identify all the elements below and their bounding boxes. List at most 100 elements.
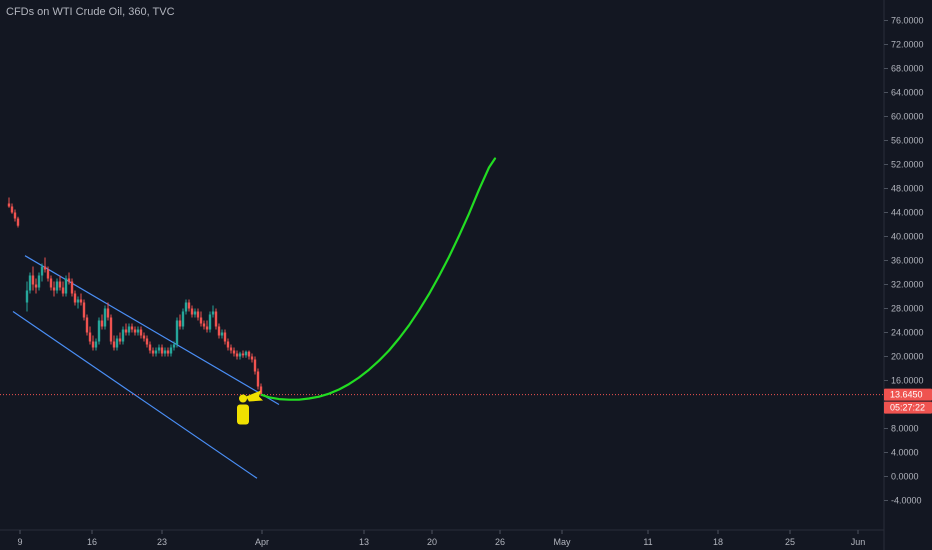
candle-body xyxy=(103,308,107,327)
candle-body xyxy=(187,302,191,309)
candle-body xyxy=(253,359,257,372)
y-tick-label: 8.0000 xyxy=(891,424,919,434)
candle-body xyxy=(181,311,185,327)
x-tick-label: 9 xyxy=(17,537,22,547)
y-tick-label: 44.0000 xyxy=(891,208,924,218)
last-price-text: 13.6450 xyxy=(890,390,923,400)
candle-body xyxy=(115,338,119,348)
last-price-badge xyxy=(884,388,932,401)
x-axis[interactable]: 9 16 23 Apr 13 20 26 May 11 18 25 Jun xyxy=(0,529,884,547)
candle-body xyxy=(106,308,110,318)
candle-body xyxy=(124,329,128,333)
candle-body xyxy=(235,353,239,357)
x-tick-label: 16 xyxy=(87,537,97,547)
candle-body xyxy=(220,332,224,336)
candle-body xyxy=(142,335,146,339)
candle-body xyxy=(145,338,149,345)
candle-body xyxy=(226,341,230,348)
candle-body xyxy=(250,356,254,360)
x-tick-label: 18 xyxy=(713,537,723,547)
candle-body xyxy=(76,299,80,303)
candle-body xyxy=(178,320,182,327)
candle-body xyxy=(160,347,164,354)
candle-body xyxy=(112,341,116,348)
candle-body xyxy=(169,347,173,354)
candle-body xyxy=(175,320,179,345)
y-tick-label: 64.0000 xyxy=(891,88,924,98)
candle-body xyxy=(28,275,32,291)
x-tick-label: 26 xyxy=(495,537,505,547)
candle-body xyxy=(10,206,14,213)
candle-body xyxy=(52,287,56,291)
candle-body xyxy=(232,350,236,354)
y-tick-label: -4.0000 xyxy=(891,496,922,506)
candle-body xyxy=(211,311,215,315)
candle-body xyxy=(199,317,203,324)
candle-body xyxy=(241,353,245,356)
candle-body xyxy=(136,329,140,333)
marker-layer xyxy=(237,390,263,425)
candle-layer xyxy=(7,197,263,397)
x-tick-label: 13 xyxy=(359,537,369,547)
y-tick-label: 68.0000 xyxy=(891,64,924,74)
candle-body xyxy=(244,351,248,356)
candle-body xyxy=(214,311,218,327)
marker-figure-icon xyxy=(237,390,263,425)
x-tick-label: 25 xyxy=(785,537,795,547)
candle-body xyxy=(139,329,143,336)
y-tick-label: 48.0000 xyxy=(891,184,924,194)
candle-body xyxy=(58,281,62,288)
candle-body xyxy=(127,326,131,333)
countdown-badge xyxy=(884,401,932,414)
y-tick-label: 24.0000 xyxy=(891,328,924,338)
y-tick-label: 76.0000 xyxy=(891,16,924,26)
candle-body xyxy=(184,302,188,312)
candle-body xyxy=(259,386,263,395)
candle-body xyxy=(55,281,59,291)
y-tick-label: 20.0000 xyxy=(891,352,924,362)
candle-body xyxy=(229,347,233,351)
candle-body xyxy=(166,350,170,354)
candle-body xyxy=(100,320,104,327)
candle-body xyxy=(202,323,206,327)
countdown-text: 05:27:22 xyxy=(890,403,925,413)
candle-body xyxy=(196,311,200,318)
candle-body xyxy=(193,311,197,315)
price-badges: 13.6450 05:27:22 xyxy=(884,388,932,414)
candle-body xyxy=(133,329,137,333)
candle-body xyxy=(217,326,221,336)
x-tick-label: 20 xyxy=(427,537,437,547)
candle-body xyxy=(88,332,92,342)
candle-body xyxy=(46,269,50,279)
candle-body xyxy=(79,299,83,303)
projection-layer xyxy=(260,157,497,401)
candle-body xyxy=(43,266,47,270)
candle-body xyxy=(154,350,158,354)
y-tick-label: 28.0000 xyxy=(891,304,924,314)
marker-arrow xyxy=(246,390,263,402)
y-tick-label: 36.0000 xyxy=(891,256,924,266)
y-tick-label: 72.0000 xyxy=(891,40,924,50)
chart-title: CFDs on WTI Crude Oil, 360, TVC xyxy=(6,6,175,18)
y-axis[interactable]: 76.0000 72.0000 68.0000 64.0000 60.0000 56.00… xyxy=(883,0,924,550)
candle-body xyxy=(61,287,65,294)
candle-body xyxy=(208,314,212,330)
y-tick-label: 4.0000 xyxy=(891,448,919,458)
candle-body xyxy=(49,278,53,288)
x-tick-label: Apr xyxy=(255,537,269,547)
candle-body xyxy=(190,308,194,315)
candle-body xyxy=(223,332,227,342)
candle-body xyxy=(256,371,260,387)
x-tick-label: Jun xyxy=(851,537,866,547)
candle-body xyxy=(247,351,251,357)
candle-body xyxy=(7,203,11,207)
candle-body xyxy=(130,326,134,330)
y-tick-label: 40.0000 xyxy=(891,232,924,242)
candle-body xyxy=(172,344,176,348)
candle-body xyxy=(25,290,29,303)
candle-body xyxy=(118,338,122,342)
candle-body xyxy=(151,350,155,354)
candle-body xyxy=(238,353,242,357)
candle-body xyxy=(97,320,101,342)
